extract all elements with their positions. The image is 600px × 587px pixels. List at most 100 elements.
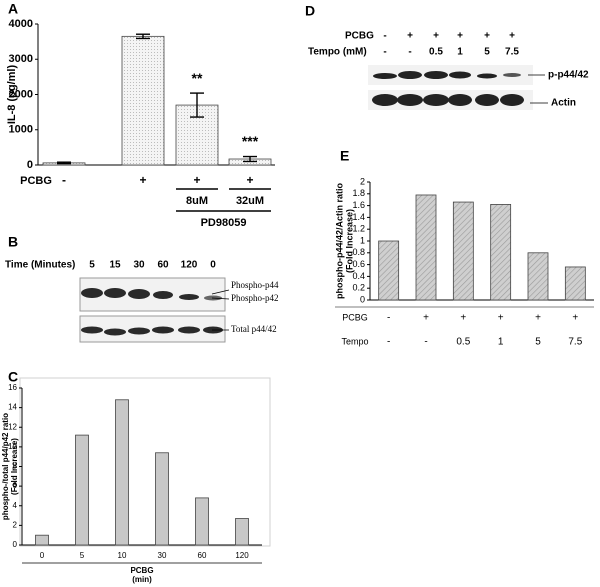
band-label: Actin — [551, 98, 576, 109]
error-bar — [243, 155, 257, 163]
dose-label: 32uM — [236, 195, 264, 207]
x-tick-label: 7.5 — [568, 337, 582, 348]
x-axis-label: (min) — [132, 575, 152, 584]
row-label: PCBG — [345, 31, 374, 42]
y-tick-label: 16 — [8, 383, 17, 392]
bar — [564, 266, 586, 301]
error-bar — [57, 161, 71, 165]
panel-letter: B — [8, 234, 18, 250]
band-label: p-p44/42 — [548, 70, 589, 81]
dose-label: 8uM — [186, 195, 208, 207]
error-bar — [136, 33, 150, 40]
lane-label: - — [383, 47, 386, 58]
y-axis-label: IL-8 (pg/ml) — [6, 65, 18, 125]
y-tick-label: 1.4 — [352, 212, 365, 222]
lane-label: 5 — [89, 260, 95, 271]
lane-label: 60 — [157, 260, 169, 271]
panel-letter: E — [340, 148, 349, 164]
x-tick-label: + — [535, 313, 541, 324]
bar — [195, 497, 209, 546]
lane-label: 7.5 — [505, 47, 519, 58]
bar — [378, 240, 400, 301]
y-tick-label: 12 — [8, 422, 17, 431]
bar — [415, 194, 437, 301]
x-axis-label: PCBG — [130, 566, 153, 575]
lane-label: 30 — [133, 260, 145, 271]
row-label: PCBG — [20, 175, 52, 187]
lane-label: - — [408, 47, 411, 58]
x-tick-label: - — [424, 337, 427, 348]
lane-label: 15 — [109, 260, 121, 271]
lane-label: 5 — [484, 47, 490, 58]
lane-label: 120 — [181, 260, 198, 271]
panel-letter: D — [305, 3, 315, 19]
x-tick-label: 1 — [498, 337, 504, 348]
y-tick-label: 0.8 — [352, 247, 365, 257]
y-tick-label: 10 — [8, 442, 17, 451]
y-tick-label: 1.8 — [352, 188, 365, 198]
x-tick-label: + — [246, 173, 253, 187]
panel-letter: C — [8, 369, 18, 385]
lane-label: + — [457, 31, 463, 42]
band-label: Phospho-p44 — [231, 280, 279, 290]
x-tick-label: 0.5 — [456, 337, 470, 348]
bar — [235, 518, 249, 546]
band-label: Phospho-p42 — [231, 293, 279, 303]
x-tick-label: - — [387, 313, 390, 324]
y-tick-label: 0.2 — [352, 283, 365, 293]
y-tick-label: 2 — [360, 176, 365, 186]
x-tick-label: 120 — [235, 551, 249, 560]
y-tick-label: 2 — [13, 520, 18, 529]
blot-b — [79, 277, 230, 343]
blot-axis-label: Time (Minutes) — [5, 260, 75, 271]
lane-label: + — [484, 31, 490, 42]
y-tick-label: 1.2 — [352, 224, 365, 234]
y-tick-label: 0 — [360, 294, 365, 304]
lane-label: + — [407, 31, 413, 42]
y-axis-label: (Fold Increase) — [344, 209, 354, 273]
x-tick-label: + — [572, 313, 578, 324]
lane-label: + — [509, 31, 515, 42]
y-axis-label: (Fold Increase) — [10, 438, 19, 495]
bar — [121, 35, 165, 166]
lane-label: + — [433, 31, 439, 42]
y-tick-label: 4 — [13, 501, 18, 510]
row-label: Tempo (mM) — [308, 47, 367, 58]
blot-d — [368, 65, 548, 110]
x-tick-label: 60 — [198, 551, 207, 560]
y-tick-label: 1.6 — [352, 200, 365, 210]
y-tick-label: 6 — [13, 481, 18, 490]
y-tick-label: 1000 — [9, 124, 33, 136]
y-tick-label: 0.6 — [352, 259, 365, 269]
panel-letter: A — [8, 1, 18, 17]
x-tick-label: - — [62, 173, 66, 187]
band-label: Total p44/42 — [231, 324, 277, 334]
x-tick-label: - — [387, 337, 390, 348]
row-label: PCBG — [342, 312, 368, 322]
plot-frame — [19, 377, 271, 547]
y-tick-label: 0 — [13, 540, 18, 549]
x-tick-label: 30 — [158, 551, 167, 560]
y-tick-label: 4000 — [9, 18, 33, 30]
lane-label: - — [383, 31, 386, 42]
bar — [490, 204, 512, 301]
lane-label: 1 — [457, 47, 463, 58]
significance: ** — [192, 70, 203, 86]
x-tick-label: 5 — [80, 551, 85, 560]
x-tick-label: + — [460, 313, 466, 324]
y-tick-label: 0 — [27, 159, 33, 171]
x-tick-label: + — [423, 313, 429, 324]
x-tick-label: 0 — [40, 551, 45, 560]
y-tick-label: 8 — [13, 462, 18, 471]
y-tick-label: 14 — [8, 403, 17, 412]
lane-label: 0 — [210, 260, 216, 271]
x-tick-label: 5 — [535, 337, 541, 348]
y-tick-label: 2000 — [9, 88, 33, 100]
y-tick-label: 0.4 — [352, 271, 365, 281]
x-tick-label: + — [139, 173, 146, 187]
y-axis-label: phospho-/total p44/p42 ratio — [1, 413, 10, 520]
bar — [452, 201, 474, 301]
significance: *** — [242, 133, 259, 149]
y-tick-label: 1 — [360, 235, 365, 245]
